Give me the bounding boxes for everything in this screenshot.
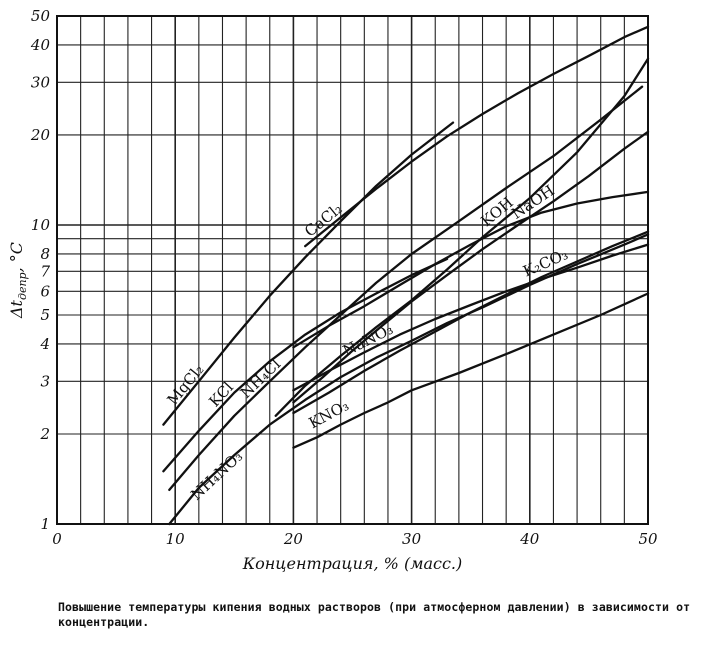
y-tick-label: 10 [31, 216, 51, 234]
series-line [292, 190, 650, 349]
y-axis-label: Δtдепр, °C [7, 242, 29, 319]
y-tick-label: 40 [30, 36, 51, 54]
y-tick-label: 2 [39, 425, 50, 443]
y-tick-label: 5 [40, 306, 50, 324]
series-line [292, 243, 650, 392]
y-axis-label-unit: , °C [7, 242, 26, 272]
axis-ticks: 0 10 20 30 40 50 1 2 3 4 5 6 78 10 20 30 40 50 [30, 7, 658, 548]
series-lines [162, 25, 650, 526]
y-tick-label: 50 [31, 7, 51, 25]
x-tick-label: 0 [52, 530, 62, 548]
series-label: NH₄Cl [237, 355, 284, 402]
series-line [304, 25, 650, 248]
series-label: NH₄NO₃ [187, 447, 246, 503]
y-tick-label: 4 [39, 335, 50, 353]
x-axis-label: Концентрация, % (масс.) [242, 554, 463, 573]
series-line [292, 230, 650, 415]
series-line [162, 257, 449, 473]
x-tick-label: 40 [519, 530, 540, 548]
x-tick-label: 20 [283, 530, 304, 548]
series-line [168, 85, 644, 492]
grid [57, 16, 648, 524]
y-tick-label: 7 [40, 262, 50, 280]
x-tick-label: 50 [638, 530, 658, 548]
series-label: MgCl₂ [164, 361, 208, 409]
plot-frame [56, 15, 649, 525]
series-line [292, 130, 650, 404]
y-tick-label: 6 [40, 282, 50, 300]
x-tick-label: 10 [166, 530, 186, 548]
x-tick-label: 30 [402, 530, 422, 548]
y-tick-label: 30 [31, 73, 51, 91]
y-axis-label-sub: депр [16, 272, 29, 300]
y-tick-label: 20 [30, 126, 51, 144]
y-tick-label: 8 [40, 245, 50, 263]
series-line [274, 57, 650, 417]
y-tick-label: 3 [40, 372, 50, 390]
series-line [292, 292, 650, 449]
figure-caption: Повышение температуры кипения водных рас… [58, 600, 691, 629]
y-axis-label-main: Δt [7, 299, 26, 319]
series-label: KCl [205, 378, 237, 410]
series-line [168, 233, 650, 526]
series-line [162, 121, 455, 426]
y-tick-label: 1 [40, 515, 50, 533]
